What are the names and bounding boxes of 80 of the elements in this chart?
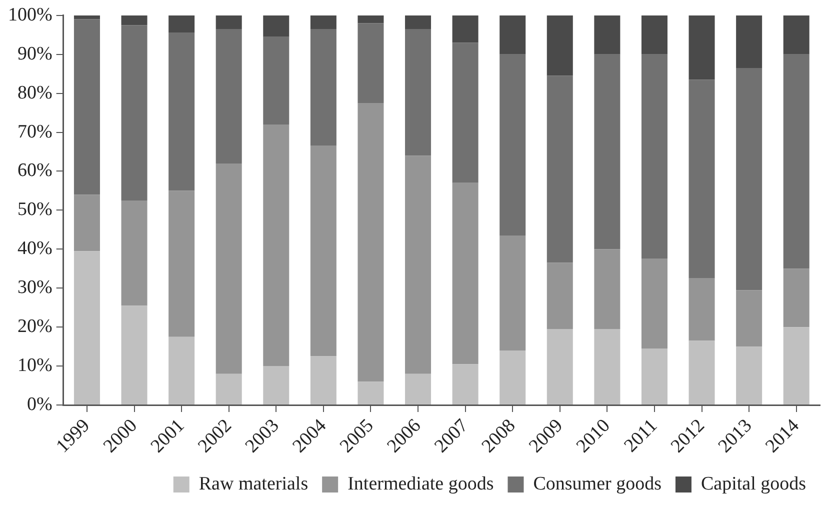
bar — [500, 350, 526, 405]
bar — [263, 36, 290, 124]
bar — [500, 54, 526, 236]
bar — [168, 336, 195, 405]
bar — [358, 103, 384, 382]
bar — [358, 382, 384, 405]
bar — [74, 251, 100, 405]
y-tick-label: 30% — [18, 277, 52, 298]
legend-label: Consumer goods — [533, 473, 662, 494]
bar — [641, 15, 668, 54]
bar — [688, 80, 715, 278]
bar — [500, 236, 526, 350]
bar — [405, 374, 432, 405]
legend-label: Capital goods — [700, 473, 806, 494]
bar — [74, 19, 100, 195]
bar — [121, 200, 148, 306]
bar — [594, 249, 620, 330]
bar — [594, 329, 620, 405]
bar — [452, 15, 478, 43]
bar — [641, 54, 668, 259]
bar — [688, 278, 715, 341]
bar — [310, 15, 336, 30]
bar — [405, 156, 432, 374]
bar — [74, 15, 100, 20]
bar — [310, 146, 336, 356]
bar — [216, 163, 242, 374]
bar — [594, 15, 620, 54]
bar — [263, 366, 290, 405]
legend-label: Intermediate goods — [348, 473, 494, 494]
bar — [736, 346, 762, 405]
bar — [310, 356, 336, 405]
bar — [500, 15, 526, 54]
bar — [168, 15, 195, 33]
bar — [216, 29, 242, 164]
bar — [641, 258, 668, 349]
bar — [546, 262, 573, 330]
bar — [405, 29, 432, 156]
y-tick-label: 90% — [18, 43, 52, 64]
bar — [736, 290, 762, 347]
bar — [783, 327, 810, 405]
bar — [594, 54, 620, 250]
bar — [641, 348, 668, 405]
bar — [358, 15, 384, 24]
y-tick-label: 10% — [18, 355, 52, 376]
bar — [688, 340, 715, 405]
y-tick-label: 0% — [27, 394, 52, 415]
bar — [783, 15, 810, 54]
y-tick-label: 50% — [18, 199, 52, 220]
bar — [783, 54, 810, 269]
y-tick-label: 20% — [18, 316, 52, 338]
bar — [263, 124, 290, 366]
bar — [405, 15, 432, 30]
legend-label: Raw materials — [198, 473, 308, 494]
y-tick-label: 100% — [8, 4, 52, 26]
bar — [310, 29, 336, 146]
x-tick-label: 2011 — [620, 415, 662, 456]
bar — [121, 15, 148, 26]
bar — [121, 306, 148, 405]
bar — [358, 23, 384, 104]
bar — [121, 25, 148, 200]
bar — [688, 15, 715, 80]
bar — [736, 15, 762, 68]
bar — [263, 15, 290, 37]
bar — [452, 42, 478, 183]
bar — [546, 329, 573, 405]
bar — [546, 15, 573, 76]
y-tick-label: 40% — [18, 238, 52, 260]
bar — [168, 190, 195, 337]
bar — [216, 15, 242, 30]
bar — [452, 182, 478, 364]
bar — [546, 76, 573, 263]
bar — [168, 32, 195, 191]
bar — [783, 268, 810, 328]
y-tick-label: 70% — [18, 121, 52, 142]
bar — [216, 374, 242, 405]
y-tick-label: 80% — [18, 82, 52, 104]
bar — [452, 364, 478, 405]
y-tick-label: 60% — [18, 160, 52, 182]
bar — [736, 68, 762, 290]
bar — [74, 194, 100, 252]
